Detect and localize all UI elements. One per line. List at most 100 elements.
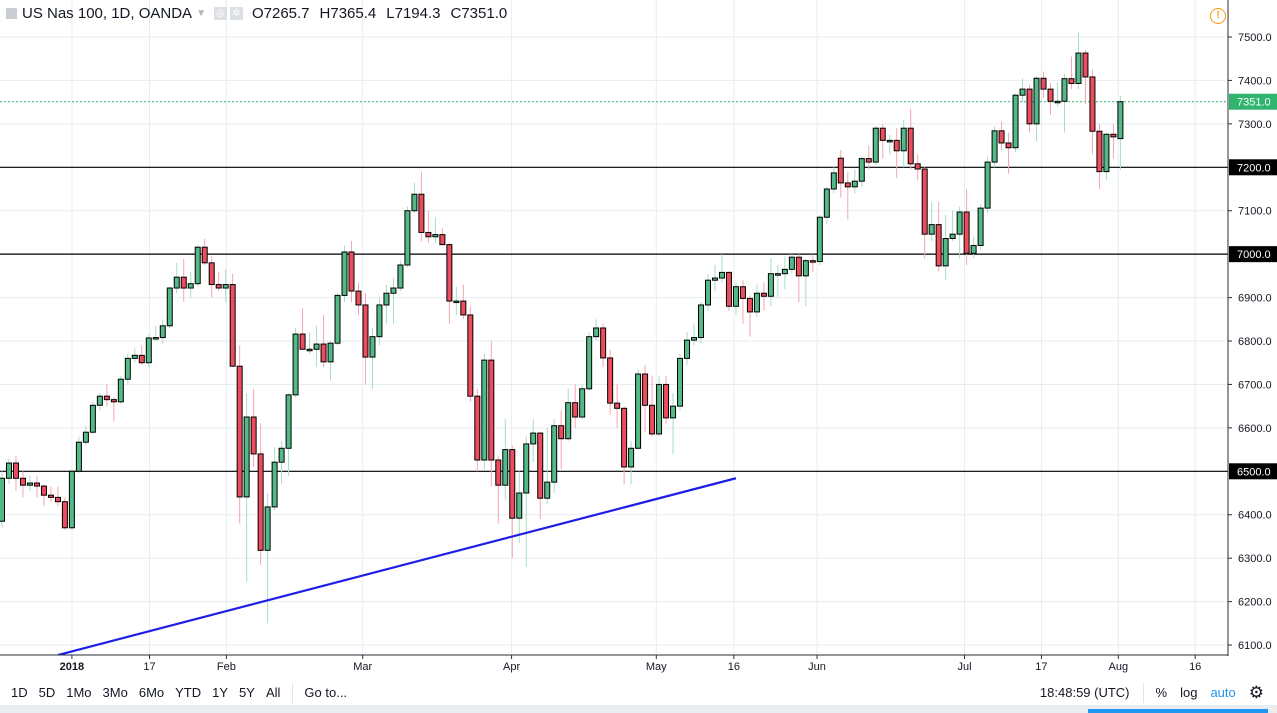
candle-body: [635, 373, 642, 449]
candle: [488, 341, 495, 487]
candle-body: [1103, 133, 1110, 173]
trendline[interactable]: [57, 477, 737, 657]
candle: [1012, 93, 1019, 153]
candle-body: [488, 359, 495, 461]
range-3mo[interactable]: 3Mo: [102, 685, 128, 700]
range-5d[interactable]: 5D: [38, 685, 56, 700]
panel-tab-indicator: [1088, 709, 1268, 713]
candle-body: [411, 193, 418, 212]
candle: [194, 245, 201, 287]
time-tick-label: Mar: [353, 661, 372, 673]
candle-body: [103, 395, 110, 401]
candle-body: [949, 233, 956, 240]
trendline-layer[interactable]: [57, 477, 737, 657]
candle-body: [1054, 100, 1061, 104]
market-clock-icon[interactable]: !: [1210, 8, 1226, 24]
time-tick-label: 17: [143, 661, 155, 673]
candle-body: [306, 348, 313, 352]
candle: [292, 327, 299, 398]
symbol-title[interactable]: US Nas 100, 1D, OANDA: [22, 5, 193, 22]
candle-body: [278, 447, 285, 463]
symbol-icon: [6, 8, 17, 19]
candle: [788, 254, 795, 274]
candle-body: [1082, 52, 1089, 78]
candle: [956, 206, 963, 259]
candle-body: [914, 163, 921, 170]
candle: [369, 327, 376, 389]
price-tick-label: 6200.0: [1238, 597, 1272, 609]
candle-body: [201, 246, 208, 264]
candle: [725, 271, 732, 311]
time-tick-label: 16: [728, 661, 740, 673]
chevron-down-icon[interactable]: ▼: [196, 8, 206, 19]
candle-body: [33, 482, 40, 487]
candle-body: [47, 494, 54, 498]
log-toggle[interactable]: log: [1180, 685, 1198, 700]
goto-button[interactable]: Go to...: [304, 685, 348, 700]
divider: [292, 682, 294, 703]
candle: [82, 425, 89, 446]
candle-body: [467, 314, 474, 397]
range-1mo[interactable]: 1Mo: [66, 685, 92, 700]
candle-body: [397, 264, 404, 289]
candle: [439, 228, 446, 246]
range-1y[interactable]: 1Y: [212, 685, 229, 700]
candle: [509, 445, 516, 559]
candle: [879, 123, 886, 159]
candle-body: [376, 304, 383, 338]
candle-body: [82, 431, 89, 443]
candle-body: [418, 193, 425, 233]
candle: [12, 456, 19, 491]
candle: [152, 325, 159, 342]
candle: [970, 236, 977, 259]
candle-body: [432, 234, 439, 238]
candlestick-chart[interactable]: 6100.0 6200.0 6300.0 6400.0 6600.0 6700.0 6800…: [0, 0, 1277, 680]
candle-body: [963, 211, 970, 254]
percent-toggle[interactable]: %: [1155, 685, 1168, 700]
candle-body: [1096, 130, 1103, 173]
candle-body: [1026, 88, 1033, 125]
candle-body: [865, 158, 872, 163]
candle: [33, 475, 40, 498]
candle-body: [68, 470, 75, 529]
candle-body: [802, 260, 809, 277]
candle: [453, 286, 460, 315]
candle-body: [795, 256, 802, 277]
candle-body: [872, 127, 879, 163]
candle: [642, 364, 649, 433]
candle: [886, 134, 893, 155]
candle: [1033, 76, 1040, 142]
candle-body: [998, 130, 1005, 144]
range-5y[interactable]: 5Y: [239, 685, 255, 700]
candle-body: [334, 294, 341, 344]
candle: [628, 440, 635, 485]
candle: [718, 254, 725, 283]
grid: [0, 0, 1228, 655]
candle-body: [19, 477, 26, 486]
settings-gear-icon[interactable]: ⚙: [1248, 682, 1264, 702]
candle-body: [858, 158, 865, 182]
candle: [299, 308, 306, 350]
candle: [1040, 71, 1047, 98]
last-price-label-bg: [1229, 93, 1277, 110]
clock-readout[interactable]: 18:48:59 (UTC): [1039, 685, 1130, 700]
eye-icon[interactable]: ◎: [213, 7, 227, 20]
price-tick-label: 7100.0: [1238, 206, 1272, 218]
candle-body: [928, 224, 935, 235]
auto-toggle[interactable]: auto: [1210, 685, 1236, 700]
range-ytd[interactable]: YTD: [175, 685, 202, 700]
candle-body: [886, 139, 893, 143]
range-1d[interactable]: 1D: [11, 685, 28, 700]
candle: [362, 293, 369, 385]
level-label-7000-bg: [1229, 246, 1277, 263]
candle: [159, 319, 166, 344]
candle: [760, 282, 767, 311]
candle: [600, 323, 607, 368]
candle: [425, 210, 432, 244]
range-6mo[interactable]: 6Mo: [138, 685, 165, 700]
gear-icon[interactable]: ✲: [229, 7, 243, 20]
time-tick-label: 2018: [60, 661, 84, 673]
candle: [963, 189, 970, 266]
candle-body: [816, 216, 823, 263]
range-all[interactable]: All: [265, 685, 281, 700]
